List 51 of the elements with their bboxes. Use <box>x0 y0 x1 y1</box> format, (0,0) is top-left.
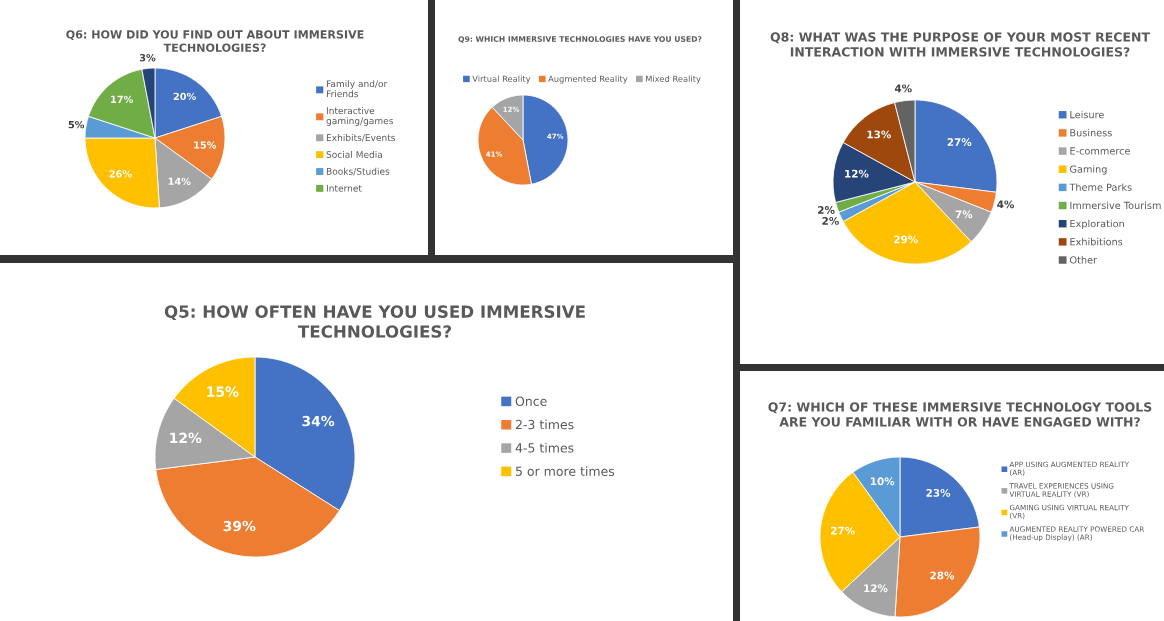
chart-title: Q5: HOW OFTEN HAVE YOU USED IMMERSIVE TECHNOLOGIES? <box>164 305 585 338</box>
data-label: 20% <box>173 92 196 101</box>
legend-label: Interactive gaming/games <box>326 107 393 126</box>
legend-label: Books/Studies <box>326 167 390 176</box>
data-label: 27% <box>947 138 972 146</box>
data-label: 27% <box>831 526 855 535</box>
data-label: 7% <box>955 210 973 219</box>
legend-label: 4-5 times <box>515 442 574 453</box>
data-label: 13% <box>867 130 891 139</box>
legend-label: Theme Parks <box>1069 183 1132 191</box>
data-label: 15% <box>207 386 239 397</box>
legend-label: Leisure <box>1070 110 1104 119</box>
data-label: 12% <box>170 432 202 444</box>
legend-label: Virtual Reality <box>472 75 531 84</box>
data-label: 15% <box>194 141 217 149</box>
legend-label: Exhibitions <box>1070 237 1123 246</box>
legend-label: Exhibits/Events <box>326 134 395 142</box>
legend-label: Once <box>515 396 547 406</box>
data-label: 4% <box>997 200 1015 209</box>
data-label: 17% <box>111 95 133 104</box>
legend-label: Mixed Reality <box>646 75 701 84</box>
data-label: 34% <box>302 415 335 427</box>
legend-label: Other <box>1069 256 1098 264</box>
legend-label: Gaming <box>1069 165 1107 175</box>
chart-title: Q6: HOW DID YOU FIND OUT ABOUT IMMERSIVE TECHNOLOGIES? <box>66 30 364 52</box>
legend-label: 2-3 times <box>515 419 574 430</box>
chart-title: Q8: WHAT WAS THE PURPOSE OF YOUR MOST RECENT INTERACTION WITH IMMERSIVE TECHNOLOGIES? <box>770 32 1150 57</box>
data-label: 12% <box>864 584 888 593</box>
data-label: 26% <box>109 170 132 178</box>
legend-label: Social Media <box>326 150 382 158</box>
legend-label: Family and/or Friends <box>326 80 388 98</box>
data-label: 39% <box>223 520 256 532</box>
data-label: 5% <box>68 120 85 129</box>
legend-label: Exploration <box>1070 219 1124 230</box>
data-label: 2% <box>822 216 839 225</box>
legend-label: Immersive Tourism <box>1070 201 1161 210</box>
data-label: 2% <box>818 206 835 214</box>
data-label: 3% <box>139 54 156 62</box>
data-label: 12% <box>845 169 869 178</box>
data-label: 29% <box>894 235 918 244</box>
data-label: 10% <box>870 477 895 486</box>
data-label: 23% <box>926 488 951 497</box>
data-label: 28% <box>930 571 955 580</box>
legend-label: Augmented Reality <box>548 75 628 84</box>
legend-label: 5 or more times <box>515 466 615 476</box>
data-label: 4% <box>894 84 912 93</box>
legend-label: E-commerce <box>1070 147 1130 155</box>
legend-label: Internet <box>326 184 362 192</box>
legend-label: Business <box>1070 128 1112 137</box>
data-label: 14% <box>168 177 191 185</box>
chart-title: Q7: WHICH OF THESE IMMERSIVE TECHNOLOGY TOOLS ARE YOU FAMILIAR WITH OR HAVE ENGAGED WITH? <box>768 402 1152 427</box>
